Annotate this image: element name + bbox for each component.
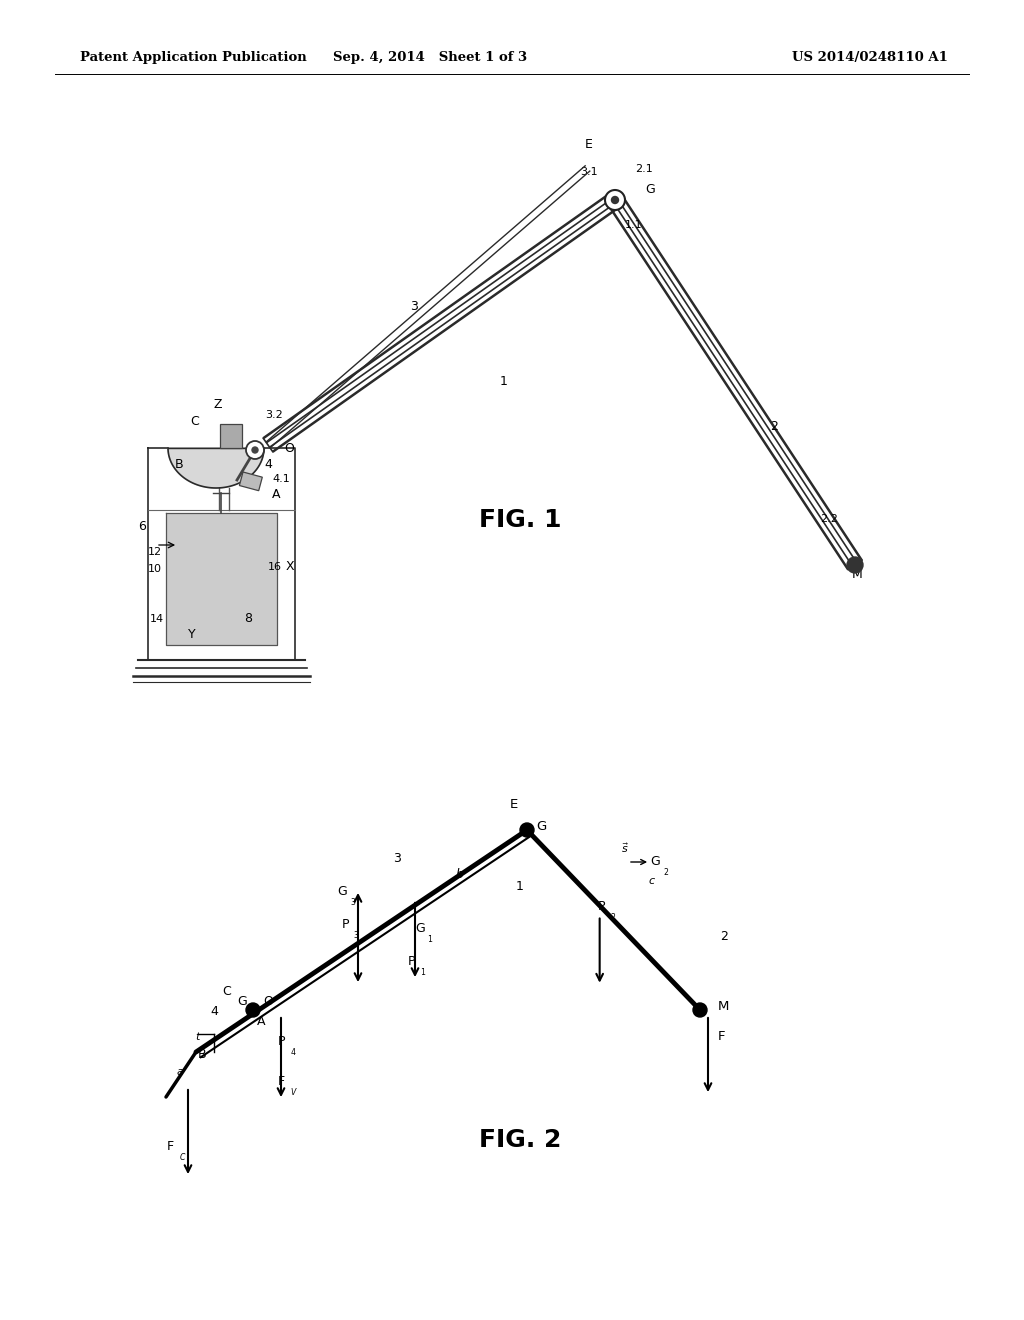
Text: $_2$: $_2$ [610, 912, 616, 924]
Text: 3: 3 [393, 851, 400, 865]
Text: A: A [257, 1015, 265, 1028]
Text: F: F [278, 1074, 285, 1088]
Text: 1: 1 [516, 880, 524, 894]
Polygon shape [168, 447, 264, 488]
Bar [166, 513, 278, 645]
Circle shape [246, 1003, 260, 1016]
Text: 3.1: 3.1 [580, 168, 598, 177]
Text: G: G [415, 921, 425, 935]
Text: US 2014/0248110 A1: US 2014/0248110 A1 [792, 51, 948, 65]
Text: 2.1: 2.1 [635, 164, 652, 174]
Text: E: E [510, 799, 518, 810]
Bar [240, 473, 262, 491]
Text: 2.2: 2.2 [820, 513, 838, 524]
Text: 10: 10 [148, 564, 162, 574]
Text: 4: 4 [264, 458, 272, 471]
Text: 2: 2 [770, 420, 778, 433]
Text: M: M [852, 568, 863, 581]
Text: 3.2: 3.2 [265, 411, 283, 420]
Text: t: t [195, 1032, 200, 1041]
Text: FIG. 2: FIG. 2 [479, 1129, 561, 1152]
Text: M: M [718, 1001, 729, 1012]
Text: $_3$: $_3$ [353, 929, 359, 942]
Text: Y: Y [188, 628, 196, 642]
Text: E: E [585, 139, 593, 150]
Text: F: F [167, 1140, 174, 1152]
Text: G: G [237, 995, 247, 1008]
Text: B: B [175, 458, 183, 471]
Text: P: P [408, 954, 416, 968]
Circle shape [252, 447, 258, 453]
Text: G: G [650, 855, 659, 869]
Text: 3: 3 [410, 300, 418, 313]
Text: G: G [536, 820, 546, 833]
Text: Patent Application Publication: Patent Application Publication [80, 51, 307, 65]
Circle shape [246, 441, 264, 459]
Circle shape [693, 1003, 707, 1016]
Text: O: O [284, 442, 294, 455]
Text: 1.1: 1.1 [625, 220, 643, 230]
Text: $_V$: $_V$ [290, 1086, 298, 1100]
Text: X: X [286, 560, 295, 573]
Text: 12: 12 [148, 546, 162, 557]
Text: $_4$: $_4$ [250, 1007, 257, 1019]
Text: G: G [337, 884, 347, 898]
Circle shape [605, 190, 625, 210]
Text: F: F [718, 1030, 725, 1043]
Text: 2: 2 [720, 931, 728, 942]
Text: P: P [342, 917, 349, 931]
Text: P: P [598, 900, 605, 913]
Text: 16: 16 [268, 562, 282, 572]
Text: 14: 14 [150, 614, 164, 624]
Text: b: b [456, 869, 464, 880]
Circle shape [611, 197, 618, 203]
Text: 1: 1 [500, 375, 508, 388]
Text: $_C$: $_C$ [179, 1152, 186, 1164]
Text: A: A [272, 488, 281, 502]
Text: Z: Z [213, 399, 221, 411]
Text: c: c [648, 876, 654, 886]
Text: $_3$: $_3$ [350, 896, 356, 909]
Text: $_2$: $_2$ [663, 867, 670, 879]
Circle shape [520, 822, 534, 837]
Text: 6: 6 [138, 520, 145, 533]
Text: FIG. 1: FIG. 1 [479, 508, 561, 532]
Text: $\vec{s}$: $\vec{s}$ [621, 841, 630, 855]
Text: 4: 4 [210, 1005, 218, 1018]
Circle shape [847, 557, 863, 573]
Text: Sep. 4, 2014   Sheet 1 of 3: Sep. 4, 2014 Sheet 1 of 3 [333, 51, 527, 65]
Text: 4.1: 4.1 [272, 474, 290, 484]
Text: 8: 8 [244, 612, 252, 624]
Text: G: G [645, 183, 654, 195]
Text: P: P [278, 1035, 286, 1048]
Text: a: a [177, 1067, 184, 1077]
Text: C: C [222, 985, 230, 998]
Text: B: B [198, 1048, 207, 1061]
Text: O: O [263, 995, 272, 1008]
Text: $_4$: $_4$ [290, 1047, 297, 1059]
Text: $_1$: $_1$ [427, 933, 433, 946]
Text: C: C [190, 414, 199, 428]
Bar [220, 424, 242, 447]
Text: $_1$: $_1$ [420, 966, 426, 979]
